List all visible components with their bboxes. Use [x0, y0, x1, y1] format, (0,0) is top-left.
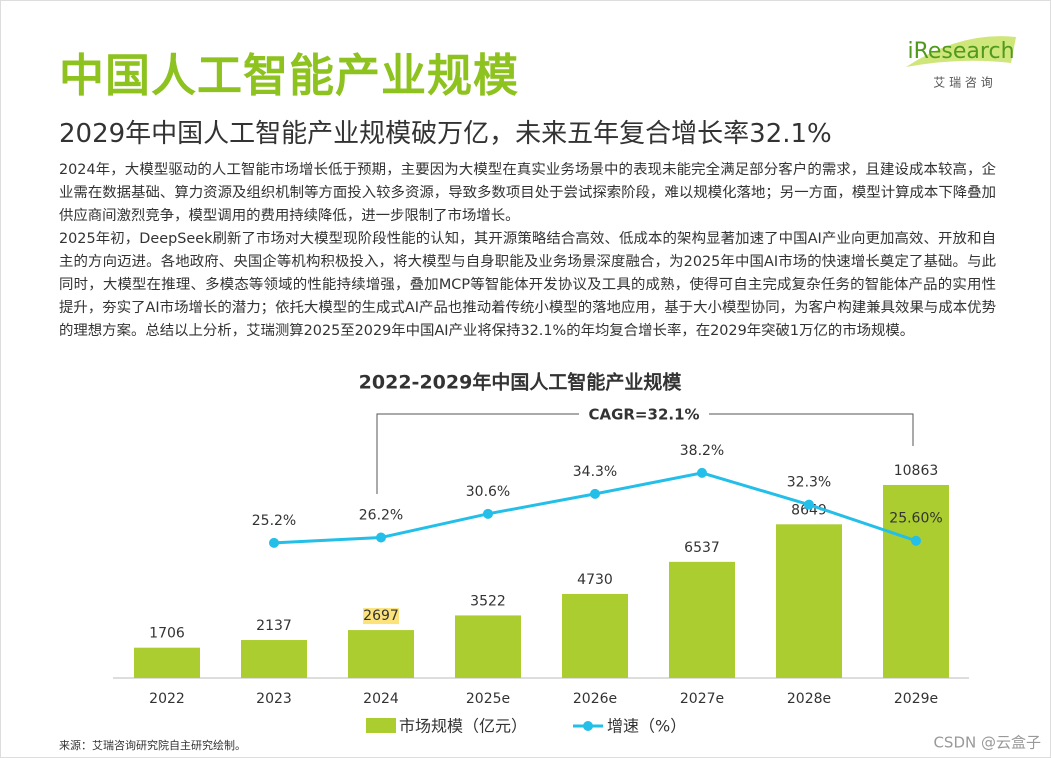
legend-label: 市场规模（亿元） [399, 717, 527, 736]
bar [348, 630, 414, 678]
bar [669, 561, 735, 678]
logo-tagline: 艾 瑞 咨 询 [933, 75, 992, 90]
line-label: 26.2% [359, 508, 403, 524]
line-point [697, 467, 707, 478]
bar-label: 10863 [894, 463, 939, 479]
line-label: 34.3% [573, 464, 617, 480]
paragraph: 2025年初，DeepSeek刷新了市场对大模型现阶段性能的认知，其开源策略结合… [59, 231, 996, 339]
bar-label: 2697 [363, 608, 399, 624]
body-text: 2024年，大模型驱动的人工智能市场增长低于预期，主要因为大模型在真实业务场景中… [59, 159, 996, 343]
page-title: 中国人工智能产业规模 [59, 49, 520, 102]
cagr-bracket [709, 413, 914, 446]
bar [883, 484, 949, 678]
x-tick-label: 2025e [466, 691, 510, 707]
line-label: 38.2% [680, 443, 724, 459]
x-tick-label: 2029e [894, 691, 938, 707]
cagr-bracket [376, 413, 579, 494]
label-highlight [363, 608, 399, 625]
line-point [804, 499, 814, 510]
x-tick-label: 2028e [787, 691, 831, 707]
subtitle: 2029年中国人工智能产业规模破万亿，未来五年复合增长率32.1% [59, 119, 832, 149]
bar [455, 615, 521, 678]
line-point [483, 508, 493, 519]
legend-swatch [583, 721, 593, 731]
bar [134, 647, 200, 678]
x-tick-label: 2022 [149, 691, 185, 707]
line-label: 25.60% [889, 511, 942, 527]
bar [562, 593, 628, 678]
legend-label: 增速（%） [607, 717, 686, 736]
x-tick-label: 2026e [573, 691, 617, 707]
x-tick-label: 2023 [256, 691, 292, 707]
bar [776, 524, 842, 678]
line-point [911, 535, 921, 546]
line-point [590, 488, 600, 499]
legend-swatch [366, 718, 396, 733]
cagr-label: CAGR=32.1% [588, 406, 699, 424]
line-label: 30.6% [466, 484, 510, 500]
x-tick-label: 2027e [680, 691, 724, 707]
chart-title: 2022-2029年中国人工智能产业规模 [359, 371, 683, 394]
bar [241, 640, 307, 678]
bar-label: 4730 [577, 572, 613, 588]
line-point [376, 532, 386, 543]
line-label: 32.3% [787, 475, 831, 491]
source: 来源：艾瑞咨询研究院自主研究绘制。 [59, 738, 246, 752]
bar-label: 1706 [149, 626, 185, 642]
x-tick-label: 2024 [363, 691, 399, 707]
paragraph: 2024年，大模型驱动的人工智能市场增长低于预期，主要因为大模型在真实业务场景中… [59, 162, 996, 224]
bar-label: 2137 [256, 618, 292, 634]
line-label: 25.2% [252, 513, 296, 529]
logo-brand: iResearch [907, 39, 1014, 64]
watermark: CSDN @云盒子 [933, 734, 1041, 752]
logo-swoosh [906, 36, 1016, 67]
bar-label: 3522 [470, 593, 506, 609]
line-point [269, 537, 279, 548]
bar-label: 6537 [684, 540, 720, 556]
